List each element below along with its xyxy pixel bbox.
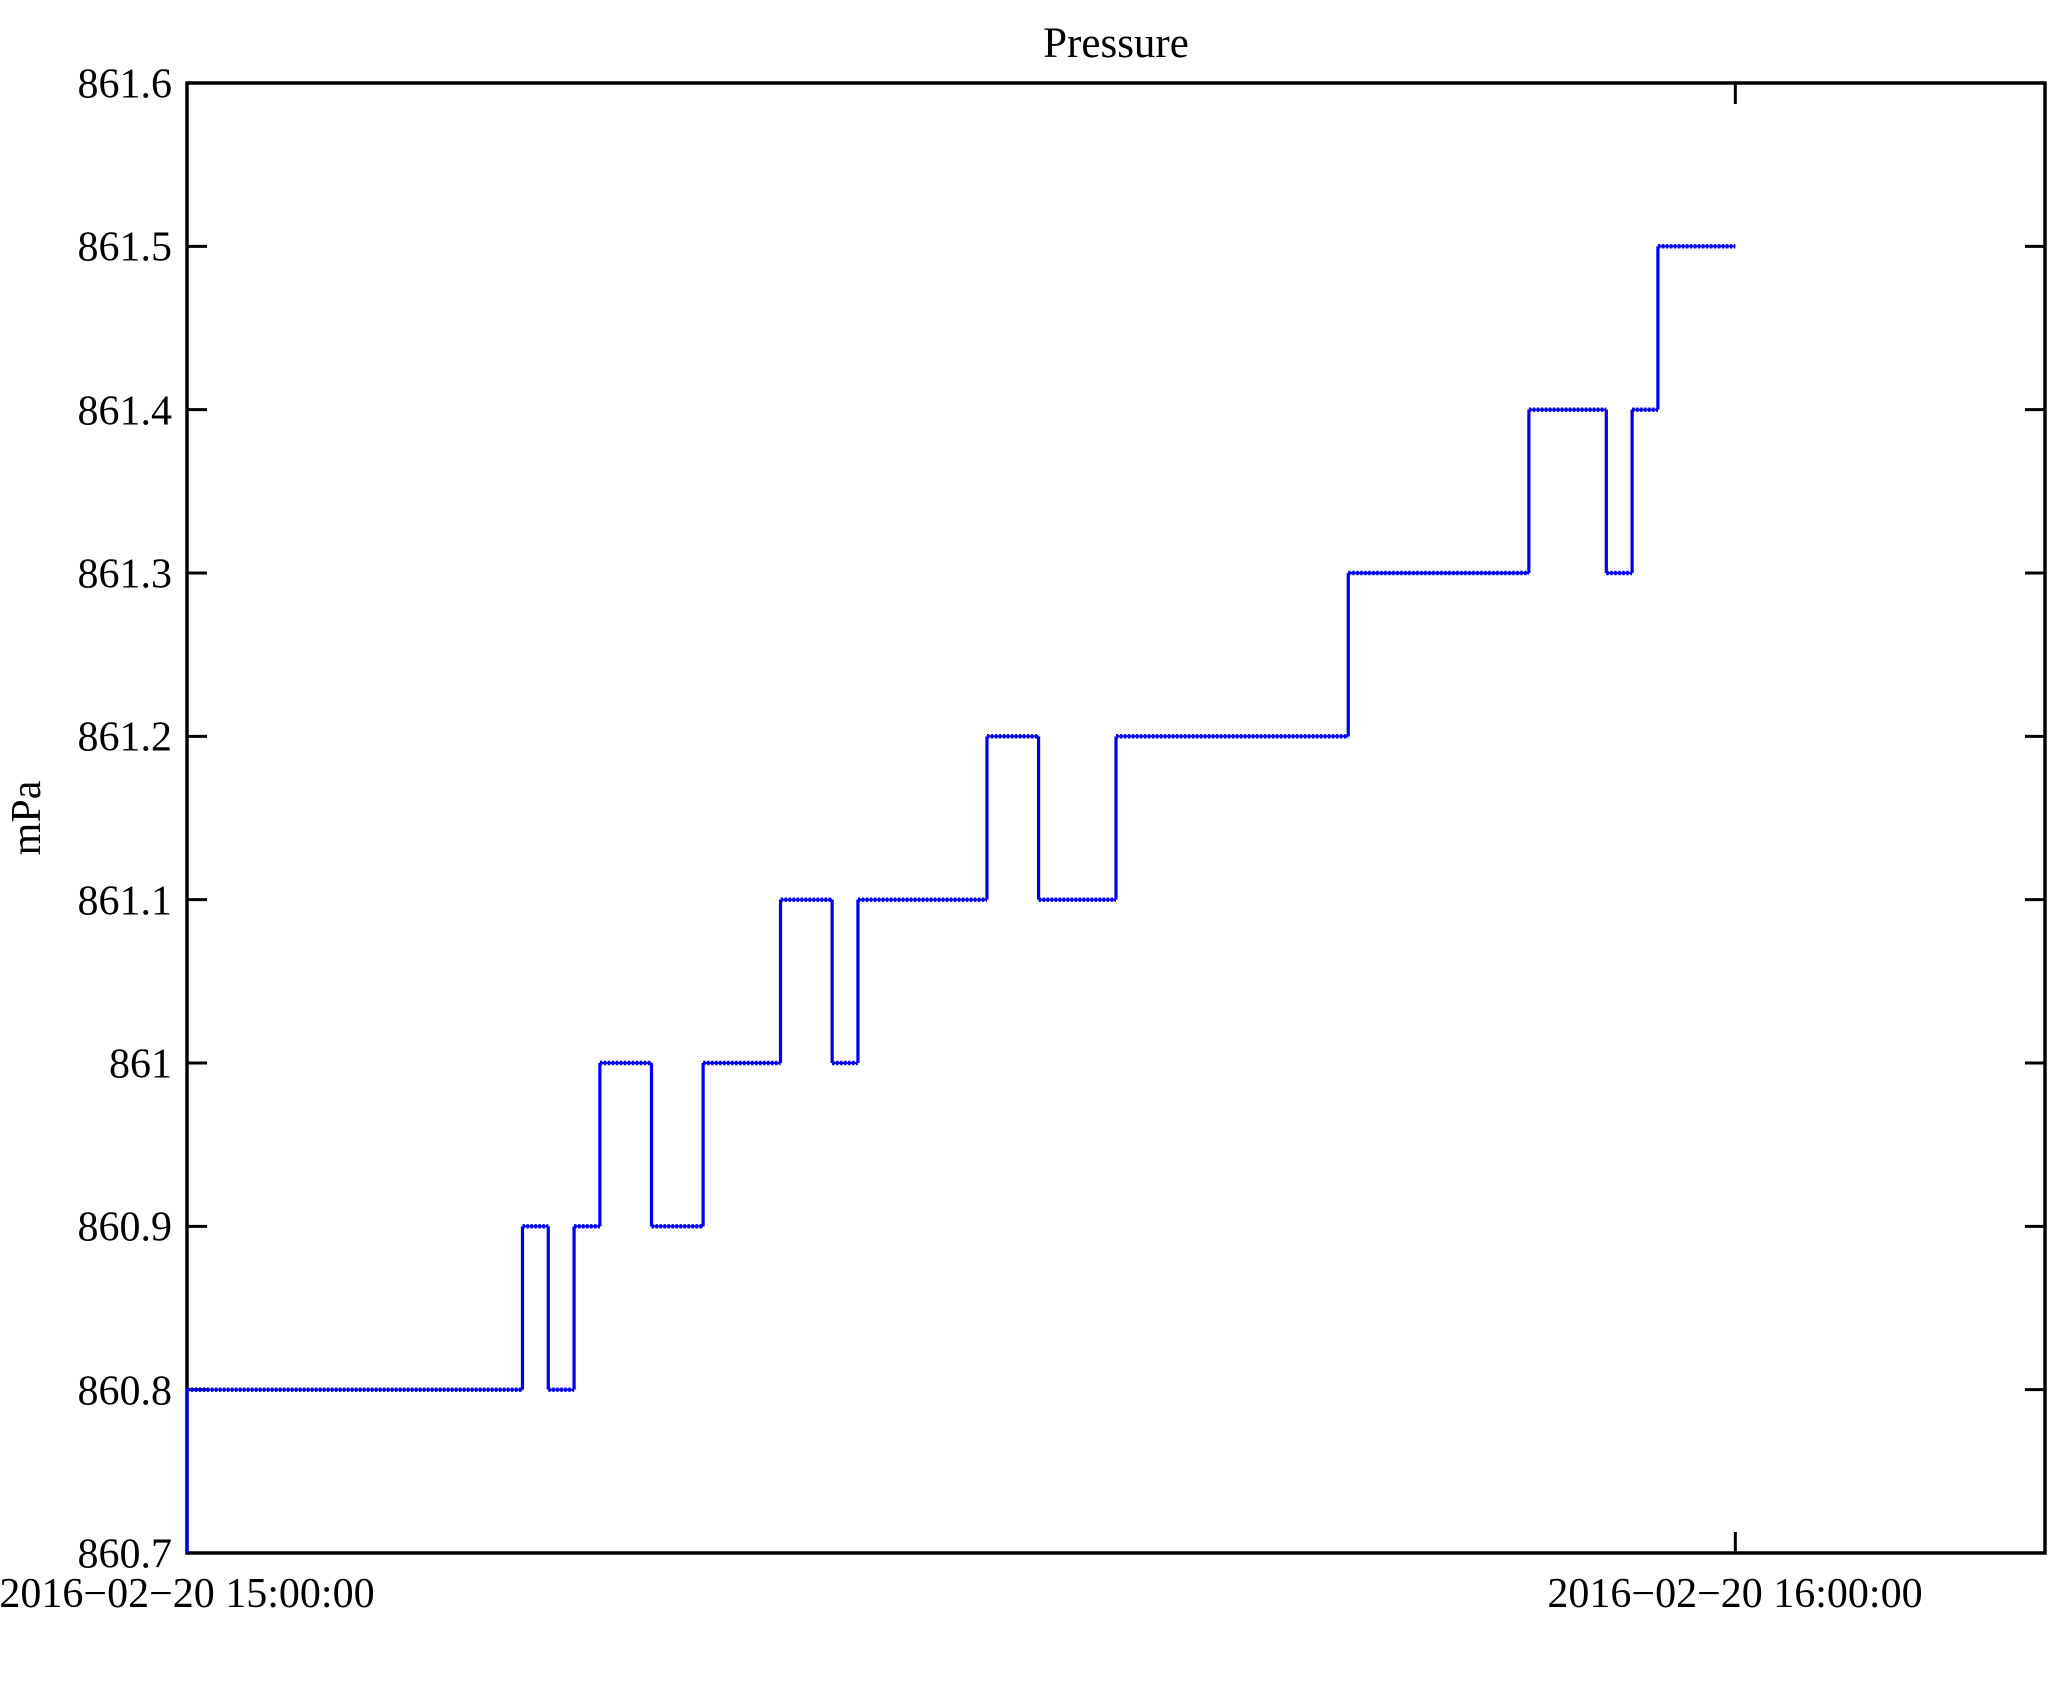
y-tick-label: 861.6 bbox=[78, 62, 173, 108]
y-axis-label: mPa bbox=[4, 780, 50, 855]
x-tick-label-end: 2016−02−20 16:00:00 bbox=[1547, 1571, 1922, 1617]
y-tick-label: 861.5 bbox=[78, 225, 173, 271]
y-tick-label: 861.3 bbox=[78, 552, 173, 598]
y-tick-label: 860.8 bbox=[78, 1369, 173, 1415]
chart-plot-area bbox=[185, 81, 2047, 1555]
y-tick-label: 861 bbox=[109, 1042, 172, 1088]
plot-border bbox=[185, 81, 2047, 1555]
y-tick-label: 861.4 bbox=[78, 389, 173, 435]
y-tick-label: 860.9 bbox=[78, 1205, 173, 1251]
x-tick-label-start: 2016−02−20 15:00:00 bbox=[0, 1571, 375, 1617]
chart-title: Pressure bbox=[1043, 20, 1189, 67]
y-tick-label: 861.2 bbox=[78, 715, 173, 761]
y-tick-label: 861.1 bbox=[78, 879, 173, 925]
y-tick-label: 860.7 bbox=[78, 1532, 173, 1578]
